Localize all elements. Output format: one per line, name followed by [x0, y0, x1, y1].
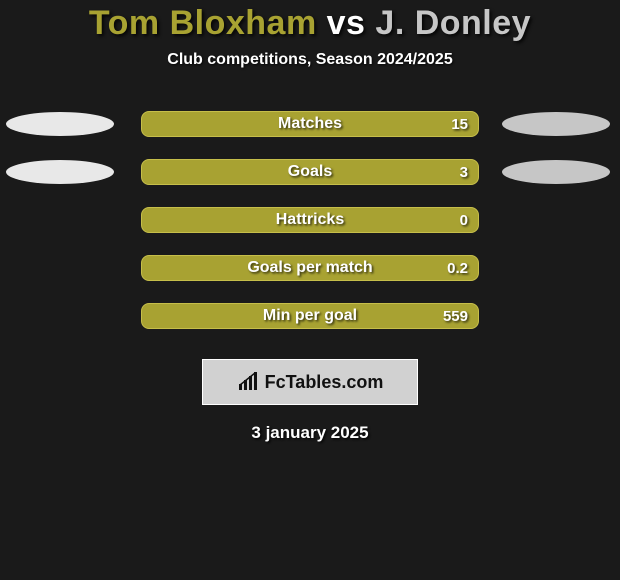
- player2-ellipse: [502, 160, 610, 184]
- stat-value: 0: [460, 212, 468, 229]
- logo-box: FcTables.com: [202, 359, 418, 405]
- stat-label: Hattricks: [142, 211, 478, 229]
- stat-label: Matches: [142, 115, 478, 133]
- player1-ellipse: [6, 112, 114, 136]
- stat-bar: Hattricks0: [141, 207, 479, 233]
- page-title: Tom Bloxham vs J. Donley: [0, 0, 620, 45]
- stats-rows: Matches15 Goals3 Hattricks0 Goals per match…: [0, 111, 620, 329]
- title-vs: vs: [317, 4, 376, 42]
- stat-row: Min per goal559: [0, 303, 620, 329]
- title-player1: Tom Bloxham: [89, 4, 317, 42]
- stat-row: Matches15: [0, 111, 620, 137]
- bar-chart-icon: [237, 372, 259, 392]
- stat-row: Hattricks0: [0, 207, 620, 233]
- subtitle: Club competitions, Season 2024/2025: [0, 51, 620, 69]
- stat-label: Min per goal: [142, 307, 478, 325]
- stat-bar: Goals3: [141, 159, 479, 185]
- stat-bar: Matches15: [141, 111, 479, 137]
- stat-value: 15: [451, 116, 468, 133]
- stat-bar: Min per goal559: [141, 303, 479, 329]
- player1-ellipse: [6, 160, 114, 184]
- logo-text: FcTables.com: [265, 372, 384, 393]
- stat-row: Goals3: [0, 159, 620, 185]
- stat-value: 0.2: [447, 260, 468, 277]
- comparison-card: Tom Bloxham vs J. Donley Club competitio…: [0, 0, 620, 580]
- stat-value: 3: [460, 164, 468, 181]
- stat-label: Goals per match: [142, 259, 478, 277]
- date: 3 january 2025: [0, 423, 620, 443]
- player2-ellipse: [502, 112, 610, 136]
- stat-value: 559: [443, 308, 468, 325]
- stat-bar: Goals per match0.2: [141, 255, 479, 281]
- title-player2: J. Donley: [375, 4, 531, 42]
- stat-row: Goals per match0.2: [0, 255, 620, 281]
- stat-label: Goals: [142, 163, 478, 181]
